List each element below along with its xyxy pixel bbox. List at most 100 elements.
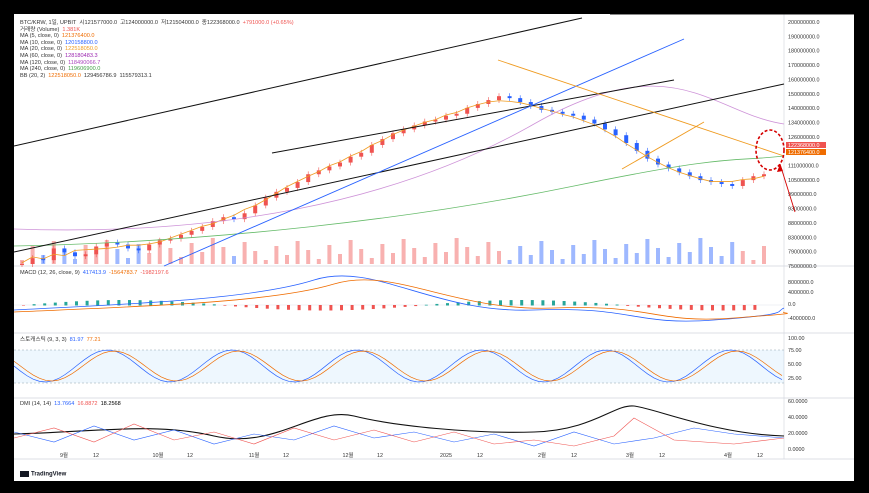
macd-label: MACD (12, 26, close, 9) <box>20 270 80 276</box>
volume-bar <box>507 260 512 264</box>
dmi-v3: 18.2568 <box>100 401 121 407</box>
indicator-name: MA (5, close, 0) <box>20 33 59 40</box>
main-legend: BTC/KRW, 1일, UPBIT 시121577000.0 고124000000… <box>20 20 297 79</box>
indicator-row: MA (240, close, 0) 119606900.0 <box>20 66 297 73</box>
volume-value: 1.381K <box>62 26 81 33</box>
candle-body <box>751 176 756 181</box>
volume-bar <box>634 253 639 264</box>
candle-body <box>126 244 130 249</box>
candle-body <box>30 258 35 265</box>
price-axis-label: 160000000.0 <box>788 77 819 83</box>
tradingview-icon <box>20 471 29 478</box>
macd-histogram-bar <box>520 300 524 306</box>
price-axis-label: 150000000.0 <box>788 92 819 98</box>
macd-histogram-bar <box>753 305 757 310</box>
macd-histogram-bar <box>64 301 68 306</box>
macd-histogram-bar <box>403 305 407 307</box>
volume-bar <box>168 248 173 264</box>
candle-body <box>740 180 745 186</box>
candle-body <box>465 107 470 114</box>
ma120-line <box>14 85 785 231</box>
indicator-name: MA (60, close, 0) <box>20 52 62 59</box>
indicator-value: 120158800.0 <box>64 39 98 46</box>
ma20-line <box>21 100 765 264</box>
volume-bar <box>454 238 459 264</box>
x-axis-label: 11월 <box>249 451 260 459</box>
stoch-legend: 스토캐스틱 (9, 3, 3) 81.97 77.21 <box>20 337 104 344</box>
macd-histogram-bar <box>573 301 577 306</box>
x-axis-label: 12 <box>571 453 577 459</box>
volume-bar <box>560 259 565 264</box>
stoch-band <box>14 350 784 383</box>
price-axis-label: 79000000.0 <box>788 250 816 256</box>
stoch-k-line <box>14 349 783 383</box>
volume-bar <box>200 252 205 264</box>
macd-legend: MACD (12, 26, close, 9) 417413.9 -1564783.… <box>20 270 172 277</box>
candle-body <box>391 133 395 140</box>
volume-bar <box>232 256 236 264</box>
macd-histogram-bar <box>668 305 672 309</box>
volume-bar <box>51 241 56 264</box>
macd-histogram-bar <box>149 300 153 306</box>
candle-body <box>603 123 607 130</box>
macd-histogram-bar <box>234 305 237 307</box>
price-axis-label: 88000000.0 <box>788 221 816 227</box>
dmi-v2: 16.8872 <box>77 401 98 407</box>
candle-body <box>475 103 480 108</box>
candle-body <box>687 172 692 177</box>
annotation-arrow-head <box>777 164 783 172</box>
macd-histogram-bar <box>530 300 534 306</box>
candle-body <box>507 96 512 99</box>
price-axis-label: 105000000.0 <box>788 178 819 184</box>
volume-bar <box>242 242 247 264</box>
x-axis-label: 12 <box>757 453 763 459</box>
volume-bar <box>677 243 682 264</box>
volume-bar <box>20 260 24 264</box>
indicator-row: MA (10, close, 0) 120158800.0 <box>20 40 297 47</box>
x-axis-label: 10월 <box>153 451 164 459</box>
volume-bar <box>253 251 258 264</box>
dmi-label: DMI (14, 14) <box>20 401 52 407</box>
ma-price-tag <box>786 149 826 155</box>
indicator-value: 119606900.0 <box>68 66 101 73</box>
macd-histogram-bar <box>435 303 439 306</box>
macd-histogram-bar <box>711 305 714 311</box>
x-axis-label: 12 <box>283 453 289 459</box>
macd-histogram-bar <box>689 305 693 310</box>
candle-body <box>327 166 332 171</box>
macd-histogram-bar <box>361 305 365 310</box>
volume-bar <box>179 257 183 264</box>
candle-body <box>369 144 374 153</box>
macd-histogram-bar <box>276 305 280 310</box>
volume-bar <box>380 244 385 264</box>
volume-bar <box>687 252 692 264</box>
macd-histogram-bar <box>594 302 598 306</box>
macd-histogram-bar <box>605 303 608 306</box>
indicator-name: MA (240, close, 0) <box>20 66 66 73</box>
volume-bar <box>433 243 438 264</box>
stoch-axis-label: 75.00 <box>788 348 802 354</box>
annotation-arrow-line <box>779 163 796 213</box>
trendline-mid-channel <box>271 79 675 154</box>
macd-histogram-bar <box>562 301 566 306</box>
indicator-value: 118490066.7 <box>68 59 101 66</box>
volume-bar <box>338 254 342 264</box>
dmi-legend: DMI (14, 14) 13.7664 16.8872 18.2568 <box>20 401 124 408</box>
trendline-orange <box>497 59 785 157</box>
macd-histogram-bar <box>32 304 36 306</box>
indicator-name: MA (120, close, 0) <box>20 59 66 66</box>
ohlc-low: 저121504000.0 <box>160 20 199 26</box>
indicator-value: 128180483.3 <box>64 52 98 59</box>
macd-histogram-bar <box>541 300 545 306</box>
macd-histogram-bar <box>583 302 587 306</box>
chart-canvas: 200000000.0 190000000.0 180000000.0 1700000… <box>14 14 854 460</box>
macd-histogram-bar <box>287 305 290 310</box>
candle-body <box>656 158 660 165</box>
dmi-axis-label: 0.0000 <box>788 447 805 453</box>
volume-bar <box>30 246 35 264</box>
candle-body <box>316 170 321 175</box>
macd-histogram-bar <box>615 304 619 306</box>
volume-bar <box>316 259 321 264</box>
dmi-axis-label: 60.0000 <box>788 399 808 405</box>
macd-histogram-bar <box>732 305 736 311</box>
